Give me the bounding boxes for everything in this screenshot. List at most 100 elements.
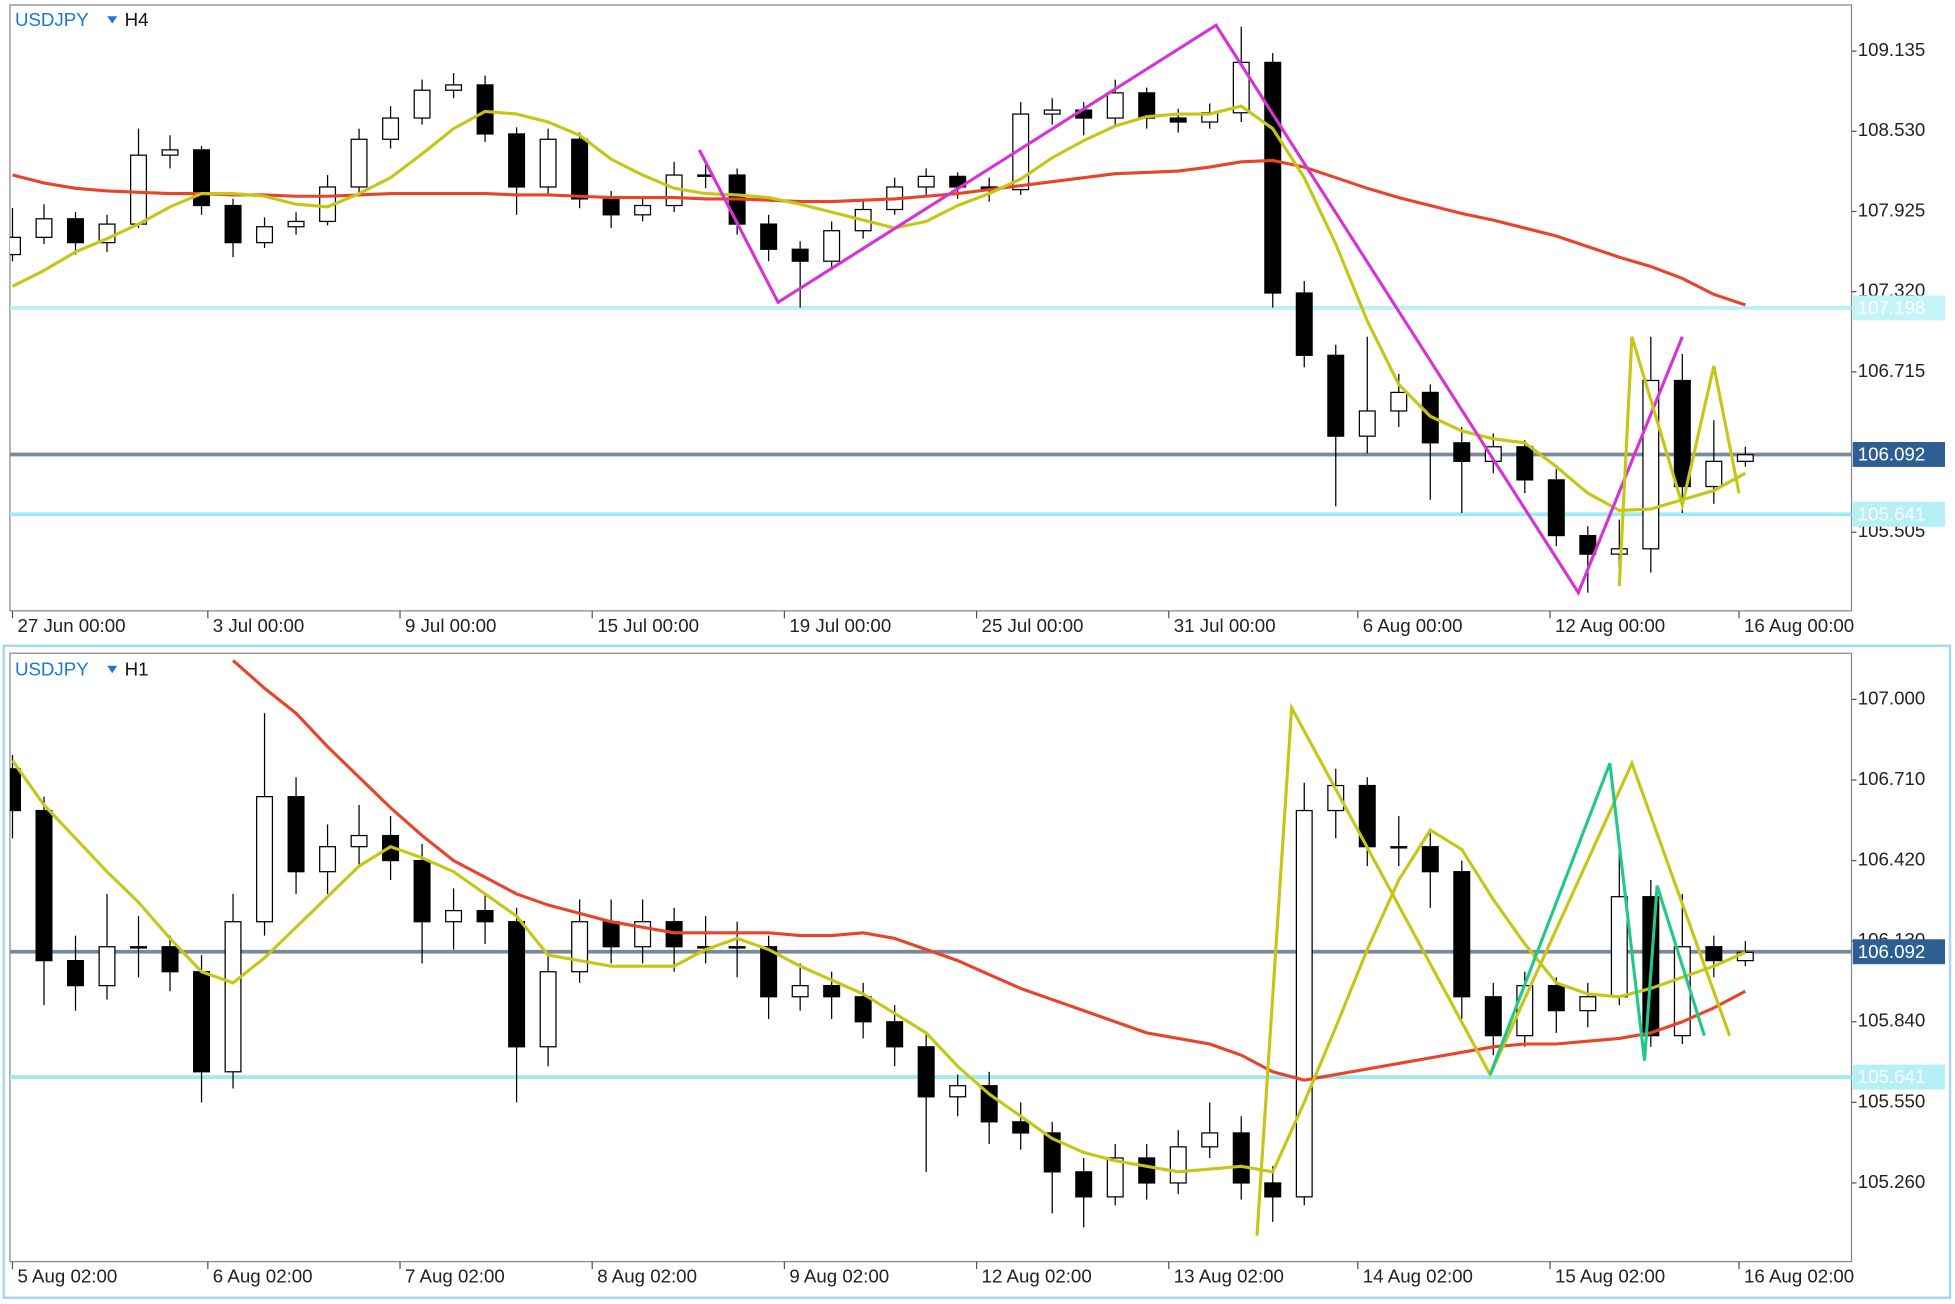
candle-body bbox=[1547, 985, 1565, 1012]
zigzag bbox=[1617, 336, 1741, 587]
x-tick-label: 6 Aug 00:00 bbox=[1363, 615, 1463, 636]
x-tick-label: 12 Aug 02:00 bbox=[982, 1266, 1092, 1287]
zigzag bbox=[697, 23, 1684, 596]
candle-body bbox=[224, 921, 242, 1073]
price-label-box bbox=[1852, 501, 1946, 527]
candle-body bbox=[256, 796, 274, 923]
x-tick-label: 3 Jul 00:00 bbox=[213, 615, 304, 636]
candle-body bbox=[1358, 410, 1376, 437]
dropdown-arrow[interactable] bbox=[107, 16, 118, 24]
price-label: 107.198 bbox=[1858, 297, 1926, 318]
candle-body bbox=[476, 84, 494, 135]
x-tick-label: 15 Aug 02:00 bbox=[1555, 1266, 1665, 1287]
candle-body bbox=[382, 117, 400, 140]
candle-body bbox=[413, 859, 431, 923]
candle-body bbox=[854, 996, 872, 1023]
x-tick-label: 16 Aug 00:00 bbox=[1744, 615, 1854, 636]
candle-body bbox=[1138, 1157, 1156, 1184]
y-tick-label: 106.420 bbox=[1858, 849, 1926, 870]
y-tick-label: 105.550 bbox=[1858, 1090, 1926, 1111]
candle-body bbox=[1736, 454, 1754, 462]
candle-body bbox=[508, 133, 526, 188]
y-tick-label: 107.320 bbox=[1858, 280, 1926, 301]
candle-body bbox=[9, 768, 21, 812]
candle-body bbox=[760, 946, 778, 998]
symbol[interactable]: USDJPY bbox=[15, 659, 89, 680]
symbol-header[interactable]: USDJPY H4 bbox=[15, 9, 149, 30]
x-tick-label: 14 Aug 02:00 bbox=[1363, 1266, 1473, 1287]
candle-body bbox=[728, 946, 746, 949]
symbol[interactable]: USDJPY bbox=[15, 9, 89, 30]
candle-body bbox=[571, 921, 589, 973]
price-label: 106.092 bbox=[1858, 941, 1926, 962]
candle-body bbox=[287, 796, 305, 873]
candle-body bbox=[1484, 996, 1502, 1037]
candle-body bbox=[1705, 460, 1723, 488]
candle-body bbox=[1264, 1182, 1282, 1198]
y-tick-label: 109.135 bbox=[1858, 39, 1926, 60]
x-tick-label: 27 Jun 00:00 bbox=[17, 615, 125, 636]
candle-body bbox=[1201, 1132, 1219, 1148]
candle-body bbox=[886, 1021, 904, 1048]
candle-body bbox=[224, 204, 242, 244]
candle-body bbox=[1327, 784, 1345, 812]
x-tick-label: 9 Jul 00:00 bbox=[405, 615, 496, 636]
x-tick-label: 9 Aug 02:00 bbox=[789, 1266, 889, 1287]
candle-body bbox=[1547, 479, 1565, 537]
price-label: 106.092 bbox=[1858, 444, 1926, 465]
axes: 109.135 108.530 107.925 107.320 106.715 105.5… bbox=[11, 39, 1946, 1287]
plot-area bbox=[9, 23, 1852, 596]
x-tick-label: 15 Jul 00:00 bbox=[597, 615, 699, 636]
candle-body bbox=[130, 154, 148, 225]
candle-body bbox=[1138, 92, 1156, 119]
price-label: 105.641 bbox=[1858, 503, 1926, 524]
plot-area bbox=[9, 659, 1852, 1236]
x-tick-label: 6 Aug 02:00 bbox=[213, 1266, 313, 1287]
candle-body bbox=[35, 218, 53, 238]
zigzag bbox=[1488, 762, 1706, 1076]
candle-body bbox=[9, 236, 21, 256]
candle-body bbox=[508, 921, 526, 1048]
candle-body bbox=[602, 198, 620, 216]
candle-body bbox=[571, 138, 589, 200]
candle-body bbox=[193, 971, 211, 1073]
timeframe[interactable]: H1 bbox=[125, 659, 149, 680]
candle-body bbox=[161, 946, 179, 973]
moving-average bbox=[11, 759, 1746, 1174]
y-tick-label: 107.000 bbox=[1858, 687, 1926, 708]
candle-body bbox=[1106, 1157, 1124, 1198]
candle-body bbox=[1232, 1132, 1250, 1184]
y-tick-label: 106.710 bbox=[1858, 768, 1926, 789]
price-label-box bbox=[1852, 1064, 1946, 1090]
y-tick-label: 106.715 bbox=[1858, 360, 1926, 381]
candle-body bbox=[823, 985, 841, 998]
symbol-header[interactable]: USDJPY H1 bbox=[15, 659, 149, 680]
candle-body bbox=[1516, 446, 1534, 481]
candle-body bbox=[98, 946, 116, 987]
moving-average bbox=[11, 104, 1747, 512]
candle-body bbox=[319, 846, 337, 873]
candle-body bbox=[67, 960, 85, 987]
price-label-box bbox=[1852, 295, 1946, 321]
candle-body bbox=[1106, 92, 1124, 119]
timeframe[interactable]: H4 bbox=[125, 9, 149, 30]
active-pane-frame bbox=[2, 644, 1952, 1300]
candle-body bbox=[445, 909, 463, 923]
y-tick-label: 107.925 bbox=[1858, 199, 1926, 220]
x-tick-label: 19 Jul 00:00 bbox=[789, 615, 891, 636]
dropdown-arrow[interactable] bbox=[107, 665, 118, 674]
x-tick-label: 25 Jul 00:00 bbox=[982, 615, 1084, 636]
candle-body bbox=[1421, 846, 1439, 873]
y-tick-label: 105.260 bbox=[1858, 1171, 1926, 1192]
candle-body bbox=[634, 204, 652, 216]
candle-body bbox=[1043, 1132, 1061, 1173]
candle-body bbox=[1264, 61, 1282, 294]
x-tick-label: 16 Aug 02:00 bbox=[1744, 1266, 1854, 1287]
price-label: 105.641 bbox=[1858, 1066, 1926, 1087]
candle-body bbox=[1327, 354, 1345, 437]
candle-body bbox=[350, 834, 368, 848]
candle-body bbox=[1579, 534, 1597, 555]
moving-average bbox=[232, 659, 1747, 1082]
